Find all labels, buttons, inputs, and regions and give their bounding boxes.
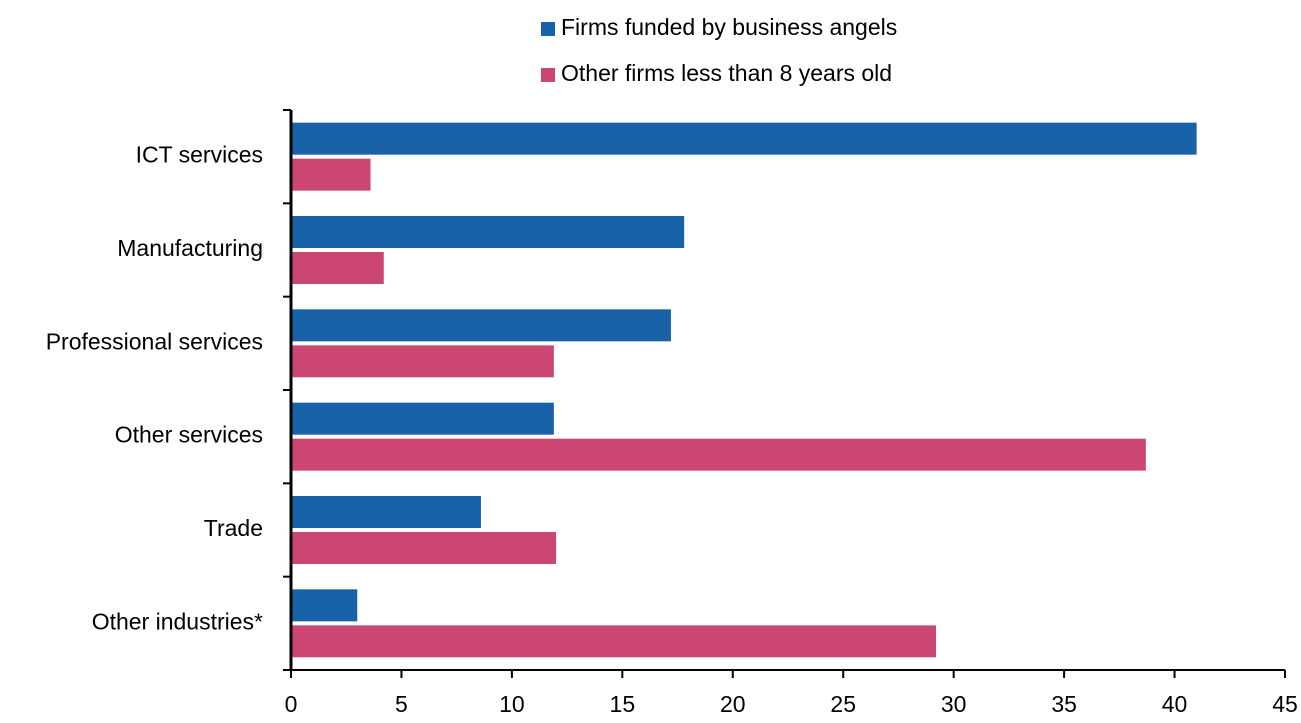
- bar: [291, 625, 936, 658]
- y-tick-label: Other services: [115, 422, 263, 448]
- y-tick-label: Trade: [204, 515, 263, 541]
- x-tick-label: 45: [1272, 691, 1298, 717]
- bar: [291, 589, 358, 622]
- x-tick-label: 20: [720, 691, 746, 717]
- legend-label: Other firms less than 8 years old: [561, 60, 892, 86]
- x-tick-label: 5: [395, 691, 408, 717]
- y-tick-label: ICT services: [136, 142, 263, 168]
- y-tick-label: Other industries*: [92, 608, 263, 634]
- x-tick-label: 30: [941, 691, 967, 717]
- x-tick-label: 25: [830, 691, 856, 717]
- bar: [291, 345, 554, 378]
- bar: [291, 122, 1197, 155]
- bar: [291, 496, 481, 528]
- bar: [291, 309, 671, 342]
- bar: [291, 252, 384, 284]
- x-tick-label: 10: [499, 691, 525, 717]
- x-tick-label: 40: [1162, 691, 1188, 717]
- y-tick-label: Manufacturing: [117, 235, 263, 261]
- x-tick-label: 0: [285, 691, 298, 717]
- legend-swatch: [541, 22, 555, 36]
- x-tick-label: 15: [610, 691, 636, 717]
- bar: [291, 402, 554, 435]
- bar: [291, 158, 371, 191]
- bar: [291, 438, 1146, 471]
- legend-swatch: [541, 68, 555, 82]
- bar: [291, 216, 685, 248]
- y-tick-label: Professional services: [46, 328, 263, 354]
- bar: [291, 532, 557, 564]
- legend-label: Firms funded by business angels: [561, 14, 897, 40]
- x-tick-label: 35: [1051, 691, 1077, 717]
